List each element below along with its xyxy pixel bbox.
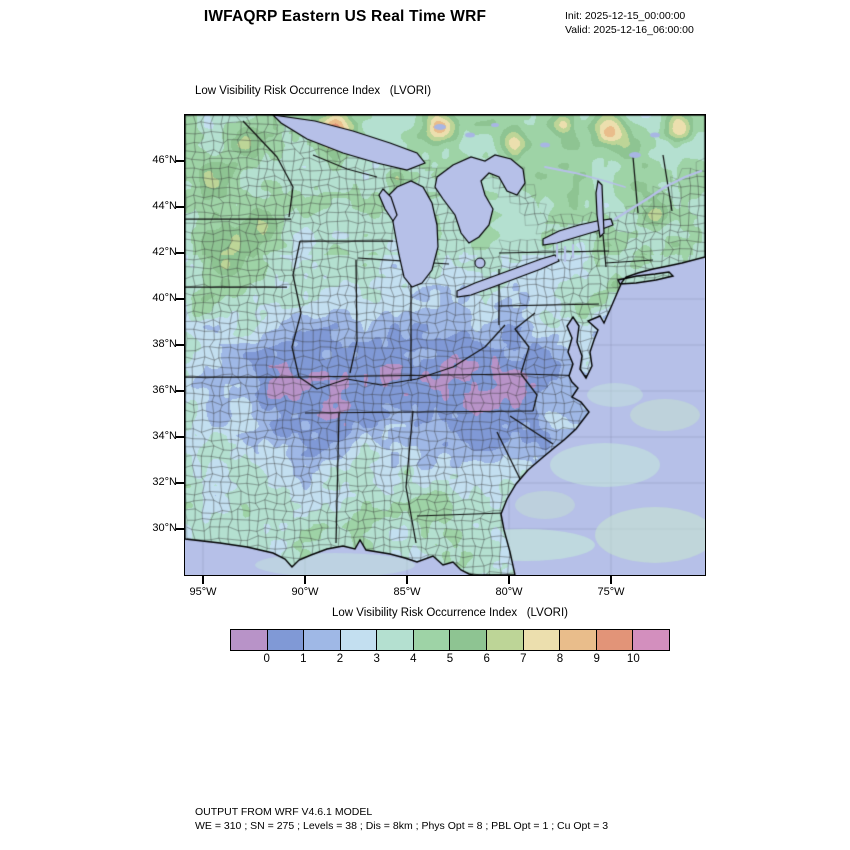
y-tick-label: 40°N bbox=[152, 292, 177, 304]
colorbar bbox=[230, 629, 670, 651]
colorbar-cell bbox=[522, 629, 561, 651]
x-tick-mark bbox=[406, 575, 408, 584]
colorbar-cell bbox=[486, 629, 524, 651]
colorbar-cell bbox=[376, 629, 414, 651]
colorbar-cell bbox=[230, 629, 268, 651]
y-tick-label: 46°N bbox=[152, 154, 177, 166]
colorbar-tick-label: 1 bbox=[300, 653, 307, 665]
init-time: Init: 2025-12-15_00:00:00 bbox=[565, 10, 686, 22]
y-tick-label: 32°N bbox=[152, 476, 177, 488]
y-tick-mark bbox=[176, 206, 185, 208]
run-info: Init: 2025-12-15_00:00:00 Valid: 2025-12… bbox=[565, 10, 694, 37]
map-frame bbox=[184, 114, 706, 576]
x-tick-label: 85°W bbox=[393, 586, 421, 598]
y-tick-label: 38°N bbox=[152, 338, 177, 350]
y-tick-mark bbox=[176, 390, 185, 392]
map-title: Low Visibility Risk Occurrence Index (LV… bbox=[195, 85, 432, 97]
colorbar-labels: 0 1 2 3 4 5 6 7 8 9 10 bbox=[230, 653, 670, 668]
y-tick-label: 36°N bbox=[152, 384, 177, 396]
colorbar-cell bbox=[303, 629, 341, 651]
x-tick-mark bbox=[202, 575, 204, 584]
x-tick-label: 80°W bbox=[495, 586, 523, 598]
y-tick-label: 42°N bbox=[152, 246, 177, 258]
valid-time: Valid: 2025-12-16_06:00:00 bbox=[565, 23, 694, 36]
x-tick-label: 75°W bbox=[597, 586, 625, 598]
y-tick-label: 44°N bbox=[152, 200, 177, 212]
colorbar-cell bbox=[632, 629, 670, 651]
y-tick-mark bbox=[176, 344, 185, 346]
y-tick-mark bbox=[176, 252, 185, 254]
colorbar-tick-label: 3 bbox=[373, 653, 380, 665]
footer-model-line: OUTPUT FROM WRF V4.6.1 MODEL bbox=[195, 806, 373, 818]
y-tick-mark bbox=[176, 528, 185, 530]
colorbar-cell bbox=[266, 629, 305, 651]
colorbar-tick-label: 2 bbox=[336, 653, 344, 665]
colorbar-tick-label: 6 bbox=[483, 653, 490, 665]
y-tick-label: 34°N bbox=[152, 430, 177, 442]
colorbar-cell bbox=[559, 629, 597, 651]
x-tick-label: 90°W bbox=[291, 586, 319, 598]
colorbar-cell bbox=[412, 629, 451, 651]
colorbar-tick-label: 4 bbox=[410, 653, 417, 665]
colorbar-tick-label: 5 bbox=[446, 653, 454, 665]
y-tick-mark bbox=[176, 298, 185, 300]
y-tick-label: 30°N bbox=[152, 522, 177, 534]
y-tick-mark bbox=[176, 436, 185, 438]
page-title: IWFAQRP Eastern US Real Time WRF bbox=[203, 8, 487, 25]
colorbar-tick-label: 7 bbox=[520, 653, 527, 665]
x-tick-label: 95°W bbox=[189, 586, 217, 598]
footer-config-line: WE = 310 ; SN = 275 ; Levels = 38 ; Dis … bbox=[195, 820, 609, 832]
y-tick-mark bbox=[176, 160, 185, 162]
colorbar-title: Low Visibility Risk Occurrence Index (LV… bbox=[331, 607, 569, 619]
colorbar-tick-label: 10 bbox=[626, 653, 640, 665]
colorbar-cell bbox=[595, 629, 634, 651]
x-tick-mark bbox=[304, 575, 306, 584]
colorbar-cell bbox=[339, 629, 378, 651]
colorbar-tick-label: 0 bbox=[263, 653, 270, 665]
colorbar-tick-label: 8 bbox=[556, 653, 564, 665]
x-tick-mark bbox=[610, 575, 612, 584]
colorbar-tick-label: 9 bbox=[593, 653, 600, 665]
x-tick-mark bbox=[508, 575, 510, 584]
lvori-map-canvas bbox=[185, 115, 705, 575]
colorbar-cell bbox=[449, 629, 488, 651]
y-tick-mark bbox=[176, 482, 185, 484]
